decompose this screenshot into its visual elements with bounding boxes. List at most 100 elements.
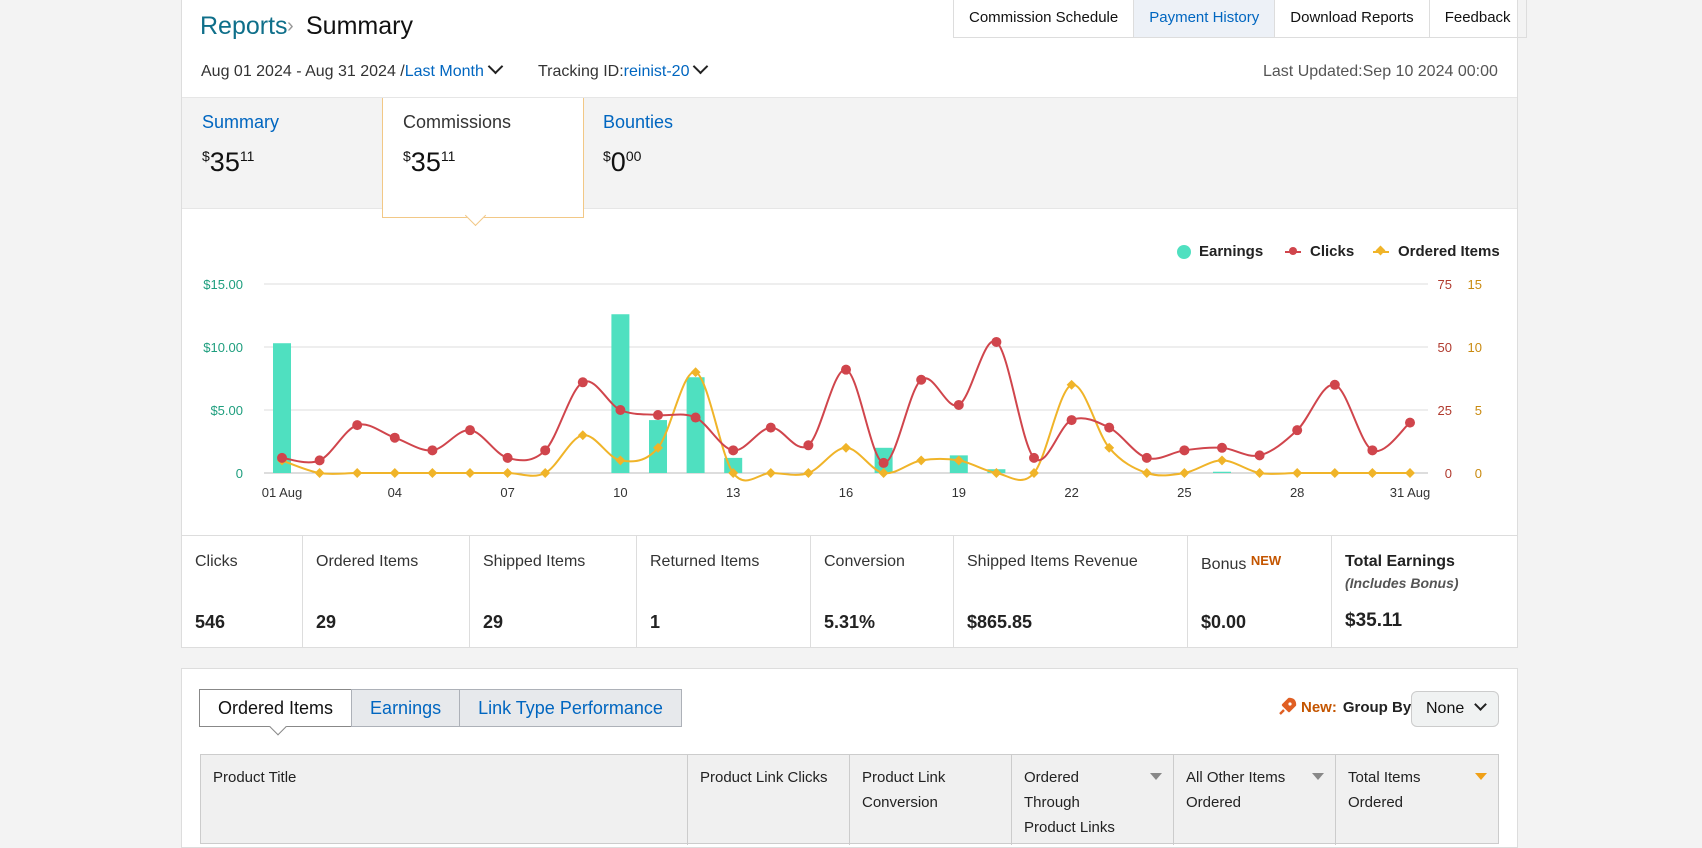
clicks-point	[841, 364, 851, 375]
earnings-bar	[611, 314, 630, 473]
chevron-down-icon	[1474, 698, 1488, 711]
report-tabs: Ordered Items Earnings Link Type Perform…	[199, 689, 682, 727]
metric-label: Ordered Items	[316, 553, 419, 570]
clicks-point	[765, 422, 776, 433]
top-nav-tabs: Commission Schedule Payment History Down…	[953, 0, 1527, 38]
group-by-select[interactable]: None	[1411, 691, 1499, 727]
metric-label: Total Earnings	[1345, 553, 1455, 570]
breadcrumb-separator: ›	[287, 15, 294, 37]
column-product-link-clicks[interactable]: Product Link Clicks	[687, 755, 850, 845]
tracking-id-dropdown[interactable]: reinist-20	[623, 63, 690, 80]
x-tick-label: 25	[1177, 485, 1191, 500]
clicks-point	[653, 410, 663, 421]
summary-tab-amount: $3511	[202, 147, 255, 177]
clicks-point	[953, 399, 964, 410]
metric-value: 29	[483, 612, 504, 632]
tab-feedback[interactable]: Feedback	[1428, 0, 1526, 37]
clicks-point	[427, 445, 438, 456]
sort-icon[interactable]	[1150, 773, 1162, 780]
ordered-items-point	[352, 468, 363, 478]
clicks-point	[878, 457, 889, 468]
earnings-bar	[273, 343, 291, 473]
clicks-point	[1254, 450, 1265, 461]
x-tick-label: 07	[500, 485, 514, 500]
y-left-tick-label: $10.00	[203, 340, 243, 355]
summary-tab-commissions[interactable]: Commissions $3511	[382, 98, 584, 218]
ordered-items-point	[389, 468, 400, 478]
ordered-items-point	[1179, 468, 1190, 478]
sort-icon[interactable]	[1312, 773, 1324, 780]
ordered-items-point	[314, 468, 325, 478]
clicks-point	[991, 336, 1002, 347]
y-right-items-tick-label: 10	[1468, 340, 1482, 355]
ordered-items-point	[765, 468, 776, 478]
tab-payment-history[interactable]: Payment History	[1133, 0, 1275, 37]
summary-tab-summary[interactable]: Summary $3511	[182, 98, 382, 210]
legend-clicks[interactable]: Clicks	[1285, 243, 1354, 260]
x-tick-label: 19	[952, 485, 966, 500]
ordered-items-point	[502, 468, 513, 478]
earnings-bar	[1213, 471, 1231, 473]
clicks-point	[1029, 452, 1039, 463]
ordered-items-point	[1292, 468, 1303, 478]
clicks-point	[1066, 415, 1077, 426]
clicks-point	[1179, 445, 1190, 456]
ordered-items-point	[916, 455, 927, 466]
clicks-point	[1292, 425, 1303, 436]
tracking-filter: Tracking ID:reinist-20	[538, 58, 709, 81]
new-label: New:	[1301, 698, 1337, 716]
metric-total-earnings: Total Earnings (Includes Bonus) $35.11	[1331, 536, 1517, 648]
earnings-bar	[686, 377, 705, 473]
ordered-items-point	[1254, 468, 1265, 478]
ordered-items-point	[878, 468, 889, 478]
clicks-point	[389, 432, 400, 443]
summary-tab-label: Summary	[202, 112, 280, 132]
summary-tabs: Summary $3511 Commissions $3511 Bounties…	[182, 97, 1517, 218]
summary-tab-amount: $3511	[403, 147, 456, 177]
summary-tab-bounties[interactable]: Bounties $000	[583, 98, 783, 210]
column-all-other-items[interactable]: All Other Items Ordered	[1173, 755, 1336, 845]
ordered-items-point	[1405, 468, 1415, 478]
ordered-items-point	[1217, 455, 1227, 466]
clicks-point	[1217, 442, 1227, 453]
metric-label: Conversion	[824, 553, 905, 570]
ordered-items-point	[991, 468, 1002, 478]
tab-link-type-performance[interactable]: Link Type Performance	[459, 689, 682, 727]
ordered-items-point	[1367, 468, 1378, 478]
ordered-items-point	[1029, 468, 1039, 478]
summary-tab-label: Bounties	[603, 112, 674, 132]
metric-shipped-revenue: Shipped Items Revenue $865.85	[953, 536, 1188, 648]
earnings-dot-icon	[1177, 244, 1191, 259]
metric-ordered-items: Ordered Items 29	[302, 536, 470, 648]
tab-commission-schedule[interactable]: Commission Schedule	[969, 9, 1119, 26]
clicks-point	[577, 377, 588, 388]
column-product-link-conversion[interactable]: Product Link Conversion	[849, 755, 1012, 845]
clicks-point	[690, 412, 701, 423]
column-total-items-ordered[interactable]: Total Items Ordered	[1335, 755, 1499, 845]
clicks-point	[352, 420, 363, 431]
tab-earnings[interactable]: Earnings	[351, 689, 461, 727]
ordered-items-point	[728, 468, 739, 478]
y-left-tick-label: $15.00	[203, 277, 243, 292]
ordered-items-point	[803, 468, 814, 478]
tab-download-reports[interactable]: Download Reports	[1274, 0, 1428, 37]
metric-value: 546	[195, 612, 226, 632]
legend-ordered-items[interactable]: Ordered Items	[1373, 243, 1500, 260]
y-left-tick-label: 0	[236, 466, 243, 481]
clicks-line-icon	[1285, 246, 1301, 255]
metric-returned-items: Returned Items 1	[636, 536, 811, 648]
ordered-items-point	[1141, 468, 1152, 478]
group-by: New: Group By:	[1277, 697, 1416, 717]
last-updated-label: Last Updated:	[1263, 63, 1363, 80]
period-dropdown[interactable]: Last Month	[404, 63, 484, 80]
breadcrumb-reports-link[interactable]: Reports	[200, 12, 288, 40]
metric-label: Bonus NEW	[1201, 553, 1282, 573]
column-product-title[interactable]: Product Title	[213, 769, 297, 786]
metric-bonus: Bonus NEW $0.00	[1187, 536, 1332, 648]
x-tick-label: 31 Aug	[1390, 485, 1431, 500]
metric-sublabel: (Includes Bonus)	[1345, 575, 1459, 591]
legend-earnings[interactable]: Earnings	[1177, 243, 1263, 260]
sort-active-icon[interactable]	[1475, 773, 1487, 780]
last-updated: Last Updated:Sep 10 2024 00:00	[1263, 63, 1498, 81]
column-ordered-through-links[interactable]: Ordered Through Product Links	[1011, 755, 1174, 845]
